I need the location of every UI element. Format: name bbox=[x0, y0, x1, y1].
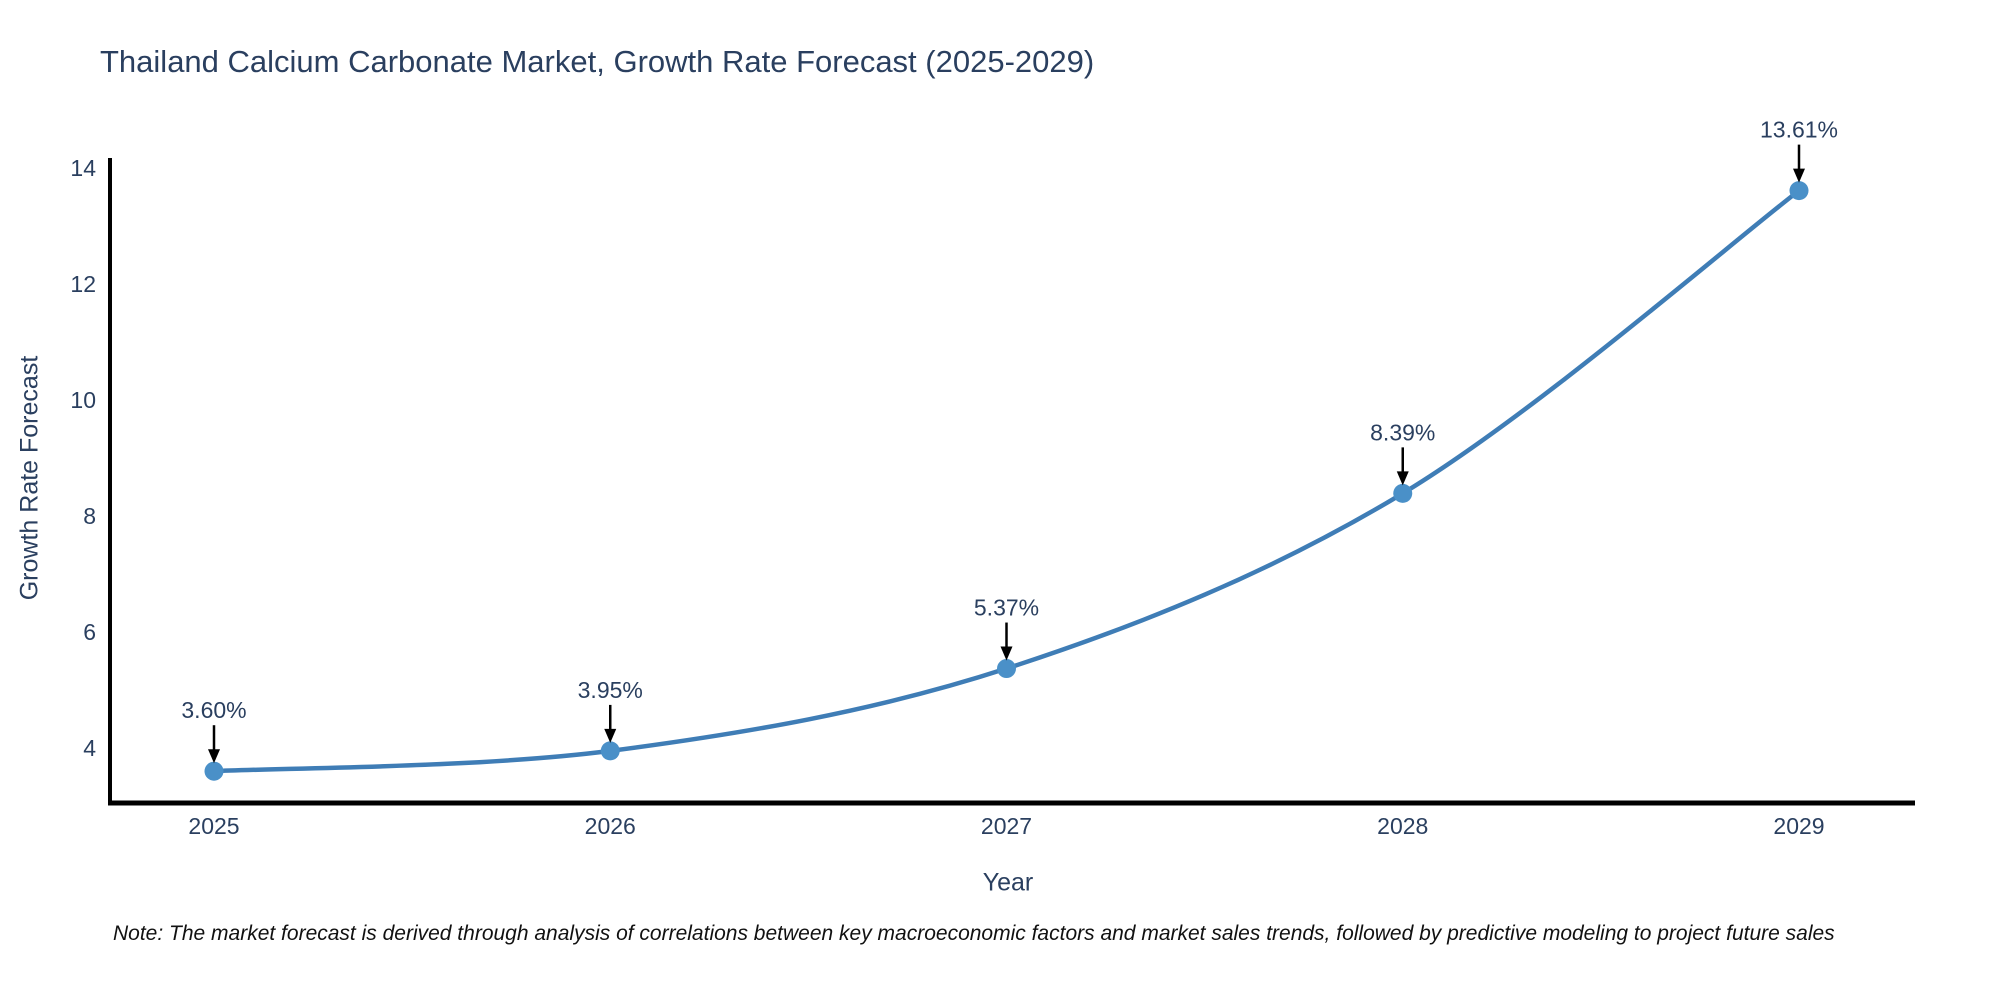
y-tick-label: 14 bbox=[70, 155, 96, 181]
x-tick-label: 2028 bbox=[1377, 813, 1428, 839]
data-point-marker bbox=[600, 741, 620, 761]
annotation-arrow-head bbox=[1793, 168, 1805, 183]
data-point-marker bbox=[997, 659, 1016, 679]
data-point-marker bbox=[1393, 483, 1413, 503]
point-label: 5.37% bbox=[974, 595, 1039, 621]
annotation-arrow-head bbox=[1396, 471, 1409, 486]
y-tick-label: 10 bbox=[70, 387, 96, 413]
point-label: 8.39% bbox=[1370, 419, 1435, 445]
data-point-marker bbox=[1789, 181, 1809, 201]
annotation-arrow-head bbox=[208, 749, 220, 764]
data-point-marker bbox=[204, 761, 224, 781]
y-tick-label: 12 bbox=[70, 271, 96, 297]
chart-title: Thailand Calcium Carbonate Market, Growt… bbox=[100, 44, 1095, 79]
x-axis-title: Year bbox=[982, 868, 1034, 897]
y-tick-label: 8 bbox=[83, 503, 96, 529]
x-tick-label: 2027 bbox=[981, 813, 1032, 839]
x-tick-label: 2026 bbox=[585, 813, 636, 839]
point-label: 3.95% bbox=[578, 677, 643, 703]
annotation-arrow-head bbox=[604, 728, 617, 743]
point-label: 3.60% bbox=[181, 697, 246, 723]
x-tick-label: 2025 bbox=[188, 813, 239, 839]
point-label: 13.61% bbox=[1760, 117, 1838, 143]
footnote: Note: The market forecast is derived thr… bbox=[113, 922, 1835, 945]
y-tick-label: 4 bbox=[83, 735, 96, 761]
forecast-line bbox=[211, 188, 1802, 774]
y-tick-label: 6 bbox=[83, 619, 96, 645]
annotation-arrow-head bbox=[1000, 646, 1013, 661]
x-tick-label: 2029 bbox=[1773, 813, 1824, 839]
